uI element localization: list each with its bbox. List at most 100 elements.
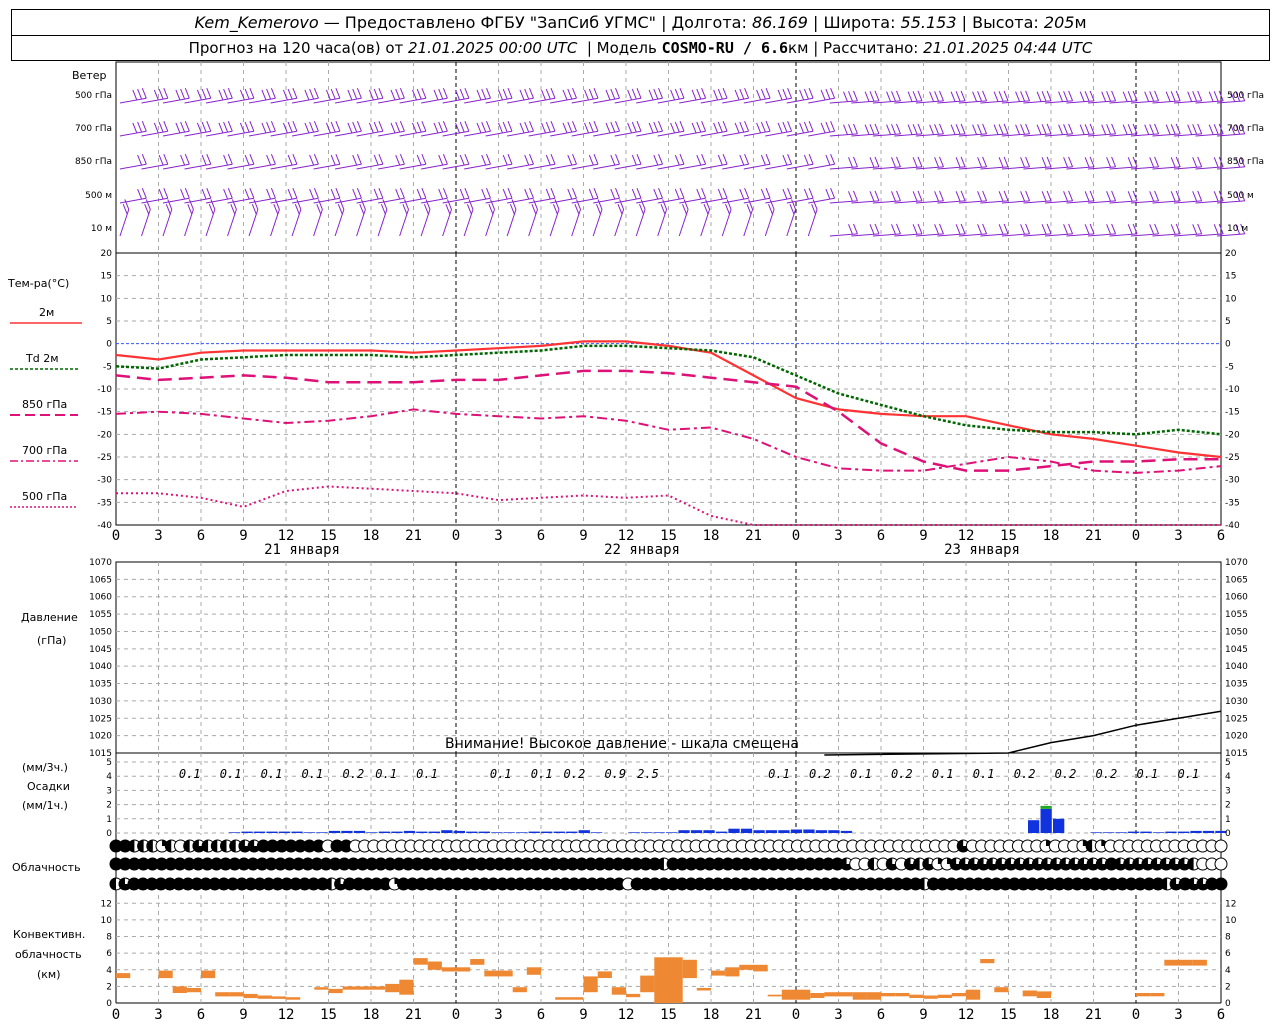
wind-barb-staff <box>1152 200 1181 204</box>
wind-barb-feather <box>726 199 732 210</box>
wind-barb-feather <box>416 88 422 100</box>
wind-barb-staff <box>528 209 538 237</box>
wind-barb-feather <box>1213 191 1219 202</box>
wind-barb-staff <box>700 163 728 170</box>
wind-barb-feather <box>1025 190 1031 202</box>
wind-barb-feather <box>658 154 663 165</box>
conv-ytick-left: 6 <box>106 949 112 959</box>
wind-barb-feather <box>803 188 809 200</box>
wind-barb-feather <box>1068 223 1074 235</box>
cloud-3q-fill <box>950 858 963 870</box>
wind-barb-feather <box>210 199 216 210</box>
wind-barb-feather <box>864 124 870 135</box>
wind-barb-feather <box>313 188 319 199</box>
wind-barb-feather <box>1218 90 1224 102</box>
wind-barb-staff <box>205 130 233 137</box>
wind-barb-staff <box>1216 133 1245 137</box>
wind-barb-feather <box>447 199 452 210</box>
wind-barb-staff <box>915 233 944 237</box>
wind-barb-staff <box>571 130 599 137</box>
wind-barb-staff <box>1066 233 1095 237</box>
conv-unit: (км) <box>37 968 61 981</box>
precip-1h-bar <box>1140 831 1152 833</box>
conv-ytick-right: 12 <box>1225 899 1236 909</box>
wind-barb-feather <box>433 122 439 134</box>
conv-bar <box>583 976 598 993</box>
precip-3h-label: 2.5 <box>637 767 659 781</box>
conv-ytick-right: 6 <box>1225 949 1231 959</box>
wind-barb-feather <box>1240 123 1246 135</box>
wind-barb-feather <box>455 89 460 101</box>
wind-barb-feather <box>175 89 181 101</box>
wind-barb-feather <box>206 88 212 99</box>
conv-bar <box>1150 993 1165 997</box>
wind-barb-feather <box>1170 91 1176 102</box>
wind-barb-staff <box>356 97 383 104</box>
wind-barb-feather <box>619 199 625 210</box>
wind-barb-feather <box>1165 91 1171 102</box>
wind-barb-feather <box>1079 91 1085 102</box>
wind-barb-feather <box>760 121 766 133</box>
temp-ytick-left: -35 <box>97 498 112 508</box>
wind-barb-staff <box>1087 200 1116 204</box>
wind-barb-feather <box>1187 91 1193 102</box>
wind-barb-feather <box>524 188 530 200</box>
temp-ytick-left: 10 <box>101 294 113 304</box>
temp-ytick-right: 20 <box>1225 249 1237 259</box>
x-hour-tick: 15 <box>1000 528 1017 544</box>
cloud-half-fill <box>867 858 874 870</box>
wind-barb-feather <box>653 88 659 100</box>
precip-1h-bar <box>778 830 790 833</box>
calc-label: Рассчитано: <box>823 39 919 57</box>
wind-barb-feather <box>998 124 1004 135</box>
wind-barb-feather <box>830 154 836 165</box>
pres-ytick-right: 1050 <box>1225 627 1248 637</box>
wind-barb-staff <box>786 197 814 204</box>
wind-barb-feather <box>722 121 728 132</box>
wind-barb-staff <box>980 166 1009 170</box>
wind-barb-staff <box>205 163 233 170</box>
precip-1h-bar <box>228 832 241 833</box>
cloud-half-fill <box>325 878 332 890</box>
wind-barb-feather <box>399 88 405 99</box>
conv-ytick-right: 0 <box>1225 999 1231 1009</box>
wind-barb-staff <box>442 163 469 170</box>
wind-barb-feather <box>1240 223 1246 235</box>
wind-barb-staff <box>872 200 901 204</box>
x-hour-tick-bottom: 3 <box>154 1007 162 1023</box>
precip-1h-bar <box>1202 830 1215 833</box>
wind-barb-feather <box>459 88 465 100</box>
wind-barb-feather <box>848 191 853 202</box>
wind-barb-feather <box>934 224 940 235</box>
wind-barb-staff <box>1001 133 1030 137</box>
precip-1h-bar <box>241 831 253 833</box>
wind-barb-feather <box>1036 91 1042 102</box>
conv-bar <box>654 957 669 1003</box>
cloud-3q-fill <box>1041 858 1054 870</box>
wind-barb-feather <box>144 204 150 215</box>
wind-barb-feather <box>507 88 513 99</box>
conv-ytick-right: 4 <box>1225 966 1231 976</box>
wind-barb-staff <box>313 209 323 237</box>
wind-barb-feather <box>294 204 300 215</box>
wind-barb-feather <box>1154 156 1160 168</box>
pres-ytick-left: 1020 <box>89 732 112 742</box>
precip-3h-label: 0.2 <box>1096 767 1118 781</box>
conv-ytick-left: 4 <box>106 966 112 976</box>
wind-barb-feather <box>1084 157 1090 168</box>
cloud-half-fill <box>1086 840 1093 852</box>
wind-barb-feather <box>1068 90 1074 102</box>
conv-title2: облачность <box>15 948 82 961</box>
wind-barb-feather <box>545 154 551 166</box>
wind-barb-staff <box>1195 100 1224 104</box>
wind-barb-feather <box>330 88 336 100</box>
cloud-half-fill <box>918 878 925 890</box>
precip-1h-bar <box>366 832 378 833</box>
wind-barb-feather <box>891 91 896 102</box>
conv-bar <box>371 986 386 990</box>
wind-barb-staff <box>119 130 147 137</box>
wind-barb-feather <box>1213 124 1219 135</box>
wind-barb-feather <box>593 188 599 199</box>
wind-barb-feather <box>874 123 880 135</box>
wind-barb-feather <box>808 154 814 165</box>
